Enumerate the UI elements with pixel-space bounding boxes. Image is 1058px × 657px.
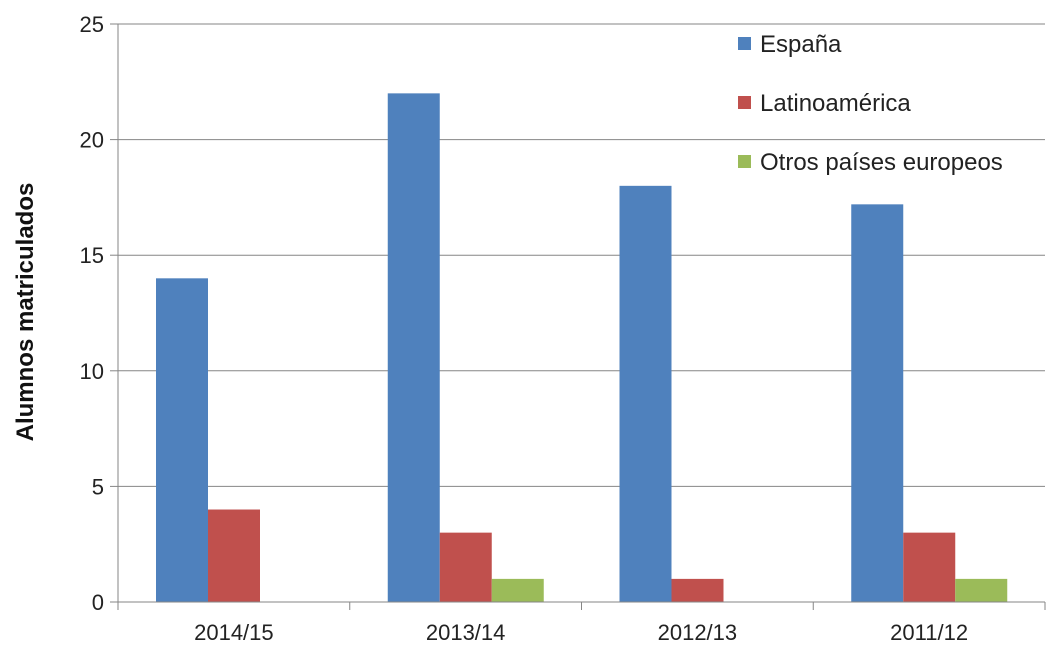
legend-label: Latinoamérica	[760, 90, 911, 117]
bar	[955, 578, 1008, 602]
y-tick-label: 15	[80, 243, 104, 268]
bars	[156, 93, 1008, 603]
legend-label: Otros países europeos	[760, 149, 1003, 176]
bar	[439, 532, 492, 602]
x-tick-label: 2013/14	[426, 620, 506, 645]
bar	[851, 204, 904, 602]
x-tick-label: 2014/15	[194, 620, 274, 645]
bar	[491, 578, 544, 602]
y-tick-label: 10	[80, 359, 104, 384]
legend-swatch	[738, 96, 751, 109]
bar	[387, 93, 440, 603]
x-tick-label: 2011/12	[890, 620, 968, 645]
y-tick-label: 25	[80, 12, 104, 37]
legend: España Latinoamérica Otros países europeos	[738, 31, 1003, 176]
x-tick-label: 2012/13	[658, 620, 738, 645]
legend-swatch	[738, 155, 751, 168]
bar	[208, 509, 260, 602]
y-axis-label: Alumnos matriculados	[12, 183, 39, 442]
legend-swatch	[738, 37, 751, 50]
bar	[671, 578, 724, 602]
legend-label: España	[760, 31, 842, 58]
y-tick-label: 20	[80, 128, 104, 153]
x-axis-ticks: 2014/15 2013/14 2012/13 2011/12	[117, 602, 1046, 645]
bar	[156, 278, 208, 602]
y-tick-label: 0	[92, 590, 104, 615]
bar	[903, 532, 956, 602]
y-axis-ticks: 0 5 10 15 20 25	[80, 12, 118, 615]
y-tick-label: 5	[92, 474, 104, 499]
bar	[619, 185, 672, 602]
